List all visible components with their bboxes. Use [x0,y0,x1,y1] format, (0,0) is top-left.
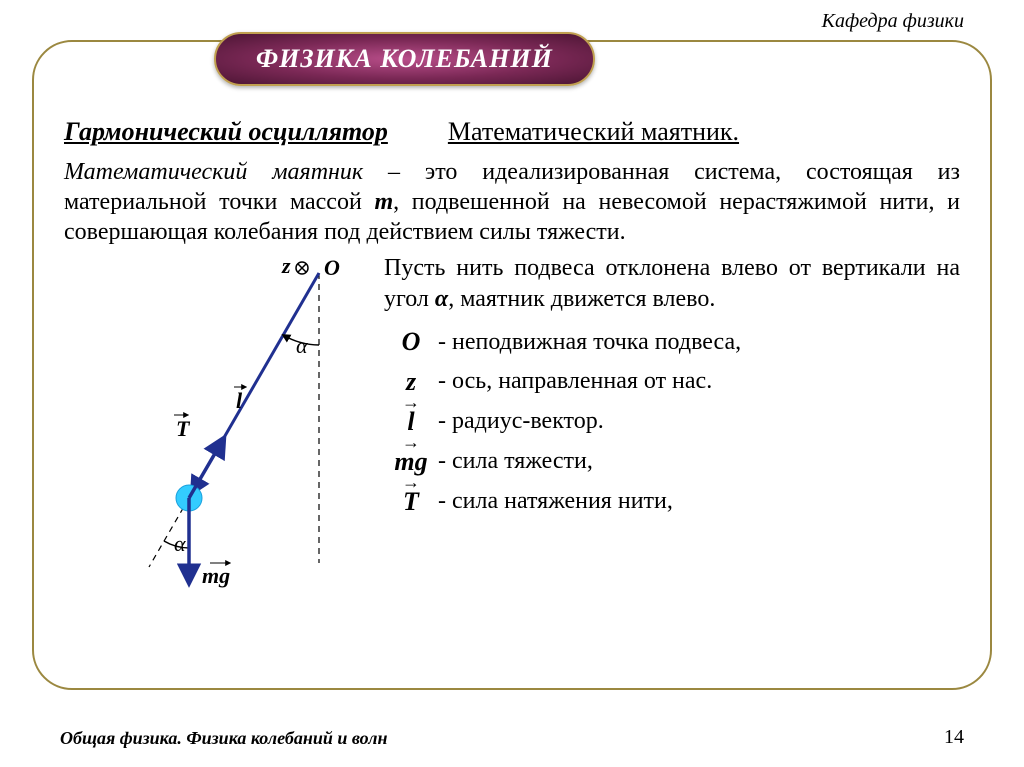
legend-desc-T: - сила натяжения нити, [438,486,673,517]
subtitle-left: Гармонический осциллятор [64,117,388,147]
legend-row-z: z - ось, направленная от нас. [384,365,960,399]
content-frame: ФИЗИКА КОЛЕБАНИЙ Гармонический осциллято… [32,40,992,690]
label-T: T [176,416,191,441]
legend-desc-z: - ось, направленная от нас. [438,366,712,397]
dept-label: Кафедра физики [822,10,964,33]
pendulum-diagram: z O α α l T mg [64,253,374,593]
intro-para: Пусть нить подвеса отклонена влево от ве… [384,253,960,315]
content-area: Гармонический осциллятор Математический … [34,42,990,613]
legend-row-l: l - радиус-вектор. [384,405,960,439]
label-mg: mg [202,563,230,588]
legend-row-T: T - сила натяжения нити, [384,485,960,519]
pendulum-svg: z O α α l T mg [64,253,374,593]
tension-vector [189,438,224,498]
footer-course: Общая физика. Физика колебаний и волн [60,728,387,749]
definition-text: Математический маятник – это идеализиров… [64,157,960,247]
legend-sym-T: T [384,485,438,519]
definition-dash: – [363,159,425,185]
definition-term: Математический маятник [64,159,363,185]
mass-variable: m [374,189,393,215]
legend-desc-mg: - сила тяжести, [438,446,593,477]
intro-alpha: α [435,286,448,312]
page-number: 14 [944,726,964,749]
legend-desc-l: - радиус-вектор. [438,406,604,437]
label-O: O [324,255,340,280]
subtitle-row: Гармонический осциллятор Математический … [64,117,960,147]
label-z: z [281,253,291,278]
legend-row-mg: mg - сила тяжести, [384,445,960,479]
explain-column: Пусть нить подвеса отклонена влево от ве… [384,253,960,593]
label-l: l [236,388,243,413]
legend-sym-O: O [384,325,438,359]
label-alpha-top: α [296,333,308,358]
legend-row-O: O - неподвижная точка подвеса, [384,325,960,359]
legend-desc-O: - неподвижная точка подвеса, [438,327,741,358]
body-row: z O α α l T mg Пусть нить подвеса отклон… [64,253,960,593]
slide-title: ФИЗИКА КОЛЕБАНИЙ [214,32,595,86]
label-alpha-bot: α [174,531,186,556]
subtitle-right: Математический маятник. [448,117,739,147]
intro-p2: , маятник движется влево. [448,286,715,312]
